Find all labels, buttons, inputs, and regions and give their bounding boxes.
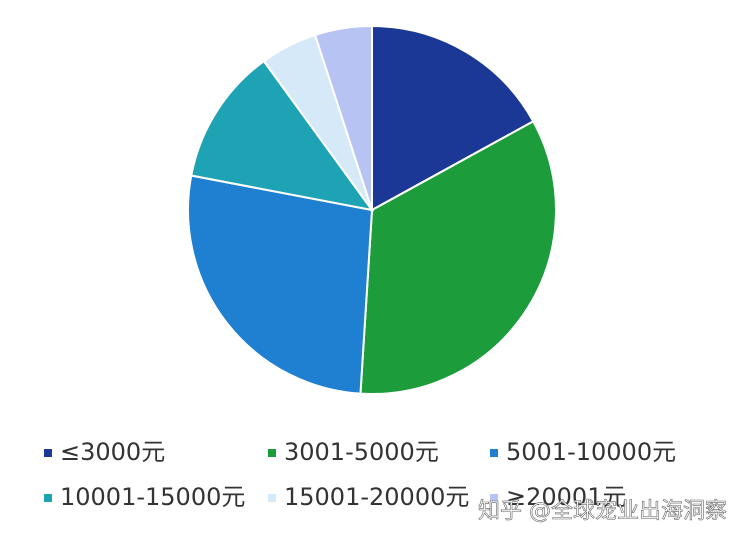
legend: ≤3000元 3001-5000元 5001-10000元 10001-15000元 1… <box>44 438 676 511</box>
watermark: 知乎 @全球宠业出海洞察 <box>478 499 727 524</box>
pie-slice <box>190 59 375 212</box>
legend-marker <box>44 494 52 502</box>
legend-label: ≥20001元 <box>506 483 626 511</box>
legend-label: ≤3000元 <box>60 438 165 466</box>
pie-slice <box>313 24 373 211</box>
legend-label: 15001-20000元 <box>284 483 469 511</box>
legend-marker <box>490 494 498 502</box>
legend-marker <box>268 494 276 502</box>
pie-slice <box>187 174 374 395</box>
legend-marker <box>268 449 276 457</box>
legend-marker <box>44 449 52 457</box>
legend-label: 5001-10000元 <box>506 438 676 466</box>
legend-label: 10001-15000元 <box>60 483 245 511</box>
legend-label: 3001-5000元 <box>284 438 439 466</box>
pie <box>187 24 557 395</box>
pie-slice <box>359 119 557 395</box>
legend-marker <box>490 449 498 457</box>
pie-slice <box>371 24 535 212</box>
